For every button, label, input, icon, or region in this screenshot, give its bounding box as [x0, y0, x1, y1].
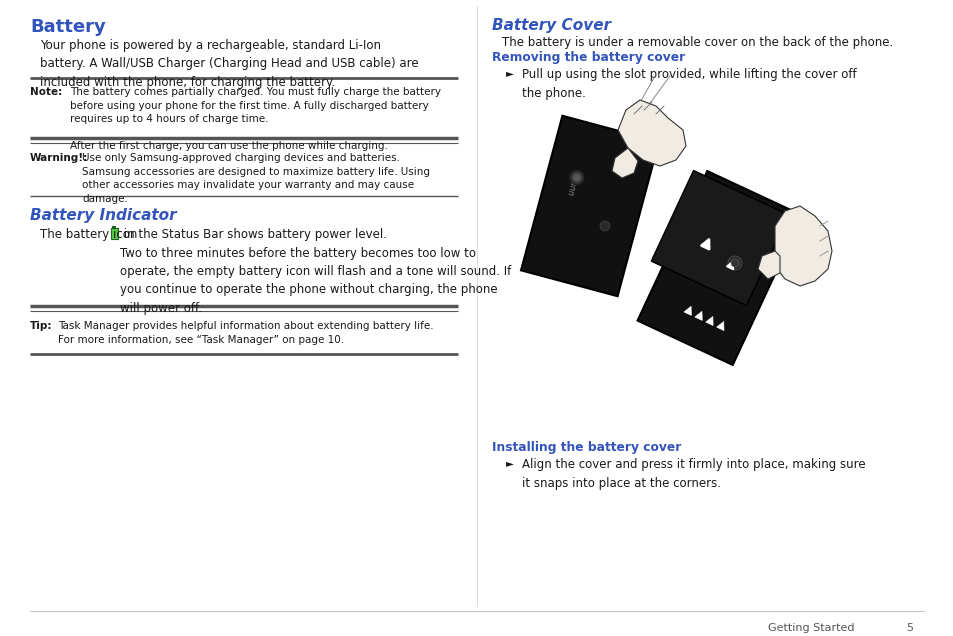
Text: Use only Samsung-approved charging devices and batteries.
Samsung accessories ar: Use only Samsung-approved charging devic…	[82, 153, 430, 204]
Polygon shape	[705, 317, 712, 326]
Circle shape	[572, 173, 580, 182]
Text: Getting Started: Getting Started	[767, 623, 854, 633]
Circle shape	[599, 221, 609, 231]
Polygon shape	[618, 100, 685, 166]
Polygon shape	[651, 170, 788, 305]
Text: Task Manager provides helpful information about extending battery life.
For more: Task Manager provides helpful informatio…	[58, 321, 434, 345]
Text: Tip:: Tip:	[30, 321, 52, 331]
Text: Warning!:: Warning!:	[30, 153, 89, 163]
Circle shape	[569, 170, 583, 184]
Text: Removing the battery cover: Removing the battery cover	[492, 51, 684, 64]
Text: Pull up using the slot provided, while lifting the cover off
the phone.: Pull up using the slot provided, while l…	[521, 68, 856, 99]
Text: The battery is under a removable cover on the back of the phone.: The battery is under a removable cover o…	[501, 36, 892, 49]
Text: Battery: Battery	[30, 18, 106, 36]
Polygon shape	[612, 148, 638, 178]
Text: Battery Cover: Battery Cover	[492, 18, 611, 33]
Text: Note:: Note:	[30, 87, 62, 97]
FancyBboxPatch shape	[112, 226, 116, 228]
Text: Your phone is powered by a rechargeable, standard Li-Ion
battery. A Wall/USB Cha: Your phone is powered by a rechargeable,…	[40, 39, 418, 89]
Text: Sunn: Sunn	[564, 176, 578, 197]
Polygon shape	[716, 322, 723, 331]
Text: The battery comes partially charged. You must fully charge the battery
before us: The battery comes partially charged. You…	[70, 87, 440, 151]
Text: 5: 5	[905, 623, 912, 633]
Text: Battery Indicator: Battery Indicator	[30, 208, 176, 223]
Text: Align the cover and press it firmly into place, making sure
it snaps into place : Align the cover and press it firmly into…	[521, 458, 864, 490]
Circle shape	[730, 259, 739, 267]
Circle shape	[727, 256, 741, 270]
Text: The battery icon: The battery icon	[40, 228, 141, 241]
Polygon shape	[683, 307, 691, 315]
Polygon shape	[520, 116, 659, 296]
Polygon shape	[758, 251, 780, 279]
Text: ►: ►	[505, 68, 514, 78]
FancyBboxPatch shape	[111, 228, 118, 239]
Text: in the Status Bar shows battery power level.
Two to three minutes before the bat: in the Status Bar shows battery power le…	[120, 228, 511, 315]
Polygon shape	[774, 206, 831, 286]
Polygon shape	[637, 171, 801, 365]
Polygon shape	[694, 312, 701, 321]
Text: ►: ►	[505, 458, 514, 468]
Text: Installing the battery cover: Installing the battery cover	[492, 441, 680, 454]
